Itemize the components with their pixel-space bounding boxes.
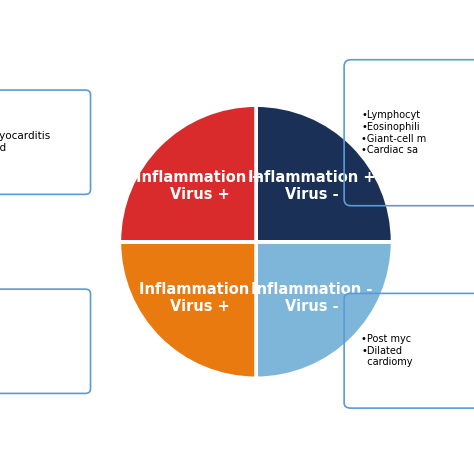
Text: •Lymphocyt
•Eosinophili
•Giant-cell m
•Cardiac sa: •Lymphocyt •Eosinophili •Giant-cell m •C…	[361, 110, 427, 155]
Wedge shape	[256, 105, 392, 242]
Text: Inflammation +
Virus +: Inflammation + Virus +	[136, 170, 264, 202]
Text: Inflammation +
Virus -: Inflammation + Virus -	[248, 170, 376, 202]
Wedge shape	[119, 242, 256, 378]
Wedge shape	[256, 242, 392, 378]
Wedge shape	[119, 105, 256, 242]
Text: Inflammation -
Virus +: Inflammation - Virus +	[139, 282, 261, 314]
Text: •Post myc
•Dilated
  cardiomy: •Post myc •Dilated cardiomy	[361, 334, 413, 367]
Text: Inflammation -
Virus -: Inflammation - Virus -	[251, 282, 373, 314]
Text: myocarditis
ted: myocarditis ted	[0, 131, 51, 153]
